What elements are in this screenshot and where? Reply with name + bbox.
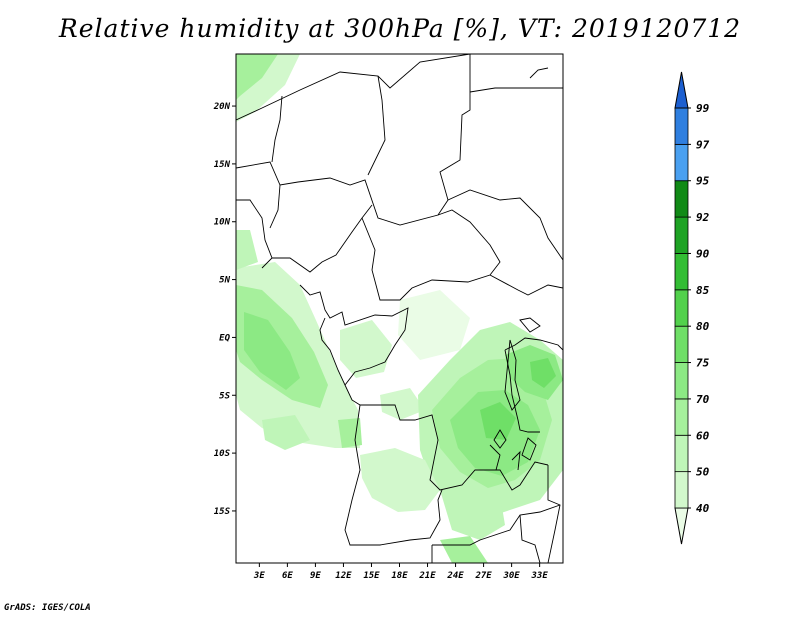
longitude-axis: 3E 6E 9E 12E 15E 18E 21E 24E 27E 30E 33E	[253, 563, 548, 581]
humidity-region	[360, 448, 440, 512]
humidity-region	[480, 402, 516, 440]
humidity-region	[440, 536, 488, 563]
lat-tick-label: EQ	[219, 333, 230, 343]
colorbar-label: 97	[696, 138, 710, 151]
colorbar: 40 50 60 70 75 80 85 90 92 95 97 99	[674, 71, 710, 545]
lon-tick-label: 18E	[391, 571, 408, 581]
colorbar-segment	[674, 253, 689, 291]
border-line	[236, 54, 471, 226]
border-line	[367, 75, 386, 176]
colorbar-label: 40	[696, 502, 710, 515]
humidity-region	[262, 415, 310, 450]
lon-tick-label: 12E	[335, 571, 352, 581]
lat-tick-label: 15N	[214, 160, 231, 170]
border-line	[519, 514, 541, 563]
lat-tick-label: 5S	[219, 391, 230, 401]
colorbar-segment	[674, 434, 689, 473]
map-title: Relative humidity at 300hPa [%], VT: 201…	[58, 14, 742, 43]
humidity-region	[338, 418, 362, 448]
colorbar-segment	[674, 325, 689, 363]
border-line	[489, 444, 501, 471]
lon-tick-label: 9E	[310, 571, 321, 581]
border-line	[299, 284, 409, 386]
humidity-region	[398, 290, 470, 360]
colorbar-segment	[674, 362, 689, 400]
border-line	[269, 184, 281, 229]
lon-tick-label: 33E	[531, 571, 549, 581]
border-line	[344, 404, 443, 546]
humidity-region	[380, 388, 425, 420]
colorbar-label: 60	[696, 429, 710, 442]
lat-tick-label: 15S	[214, 507, 231, 517]
humidity-region	[236, 54, 278, 100]
border-line	[529, 67, 549, 79]
humidity-field	[236, 54, 563, 563]
border-line	[489, 274, 563, 296]
colorbar-segment	[674, 398, 689, 436]
border-line	[272, 204, 373, 273]
grads-credit: GrADS: IGES/COLA	[4, 603, 91, 613]
colorbar-label: 80	[696, 320, 710, 333]
colorbar-segment	[674, 143, 689, 182]
humidity-region	[530, 358, 556, 388]
lon-tick-label: 15E	[363, 571, 380, 581]
colorbar-upper-triangle	[674, 71, 689, 109]
colorbar-segment	[674, 471, 689, 509]
colorbar-lower-triangle	[674, 507, 689, 545]
border-line	[504, 349, 540, 433]
country-borders	[236, 54, 563, 563]
border-line	[547, 465, 561, 563]
border-line	[236, 54, 471, 121]
border-line	[361, 209, 501, 301]
border-line	[521, 437, 537, 461]
colorbar-label: 85	[696, 284, 710, 297]
border-line	[432, 504, 561, 546]
lon-tick-label: 3E	[253, 571, 265, 581]
colorbar-segment	[674, 107, 689, 145]
border-line	[236, 199, 273, 269]
colorbar-segment	[674, 216, 689, 254]
colorbar-label: 90	[696, 247, 710, 260]
lat-tick-label: 20N	[213, 102, 231, 112]
colorbar-label: 95	[696, 175, 710, 188]
border-line	[511, 450, 521, 471]
colorbar-segment	[674, 180, 689, 218]
border-line	[493, 429, 507, 449]
latitude-axis: 20N 15N 10N 5N EQ 5S 10S 15S	[213, 102, 236, 517]
humidity-region	[340, 320, 392, 378]
lat-tick-label: 10N	[214, 218, 231, 228]
lon-tick-label: 24E	[446, 571, 464, 581]
border-line	[319, 317, 361, 406]
colorbar-segment	[674, 289, 689, 327]
border-line	[447, 189, 563, 261]
colorbar-label: 99	[696, 102, 710, 115]
border-line	[519, 317, 541, 333]
colorbar-label: 50	[696, 466, 710, 479]
border-line	[271, 95, 283, 163]
border-line	[504, 339, 521, 411]
colorbar-label: 70	[696, 393, 710, 406]
humidity-region	[236, 230, 258, 270]
lon-tick-label: 30E	[502, 571, 520, 581]
border-line	[360, 404, 549, 491]
lon-tick-label: 21E	[418, 571, 436, 581]
colorbar-label: 92	[696, 211, 710, 224]
humidity-region	[244, 312, 300, 390]
lat-tick-label: 5N	[219, 276, 230, 286]
lon-tick-label: 6E	[282, 571, 293, 581]
lon-tick-label: 27E	[474, 571, 492, 581]
lat-tick-label: 10S	[214, 449, 231, 459]
humidity-region	[440, 480, 505, 540]
colorbar-label: 75	[696, 357, 710, 370]
border-line	[504, 337, 563, 351]
border-line	[469, 87, 563, 93]
